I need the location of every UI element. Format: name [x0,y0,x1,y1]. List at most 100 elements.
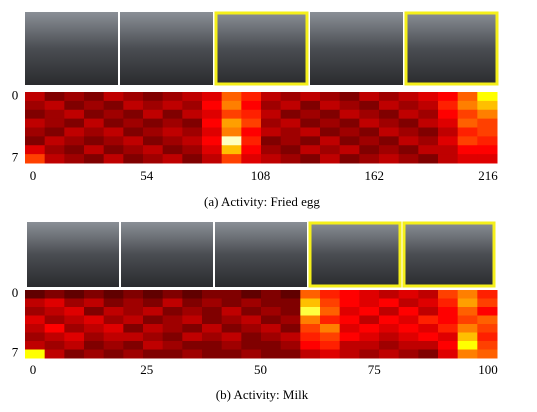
heatmap-cell [64,118,85,128]
heatmap-cell [64,127,85,137]
heatmap-cell [339,341,360,350]
video-frame [25,12,118,85]
y-tick-label: 7 [12,345,19,360]
heatmap-cell [25,315,46,325]
heatmap-cell [64,92,85,102]
heatmap-cell [241,118,262,128]
heatmap-cell [84,100,105,111]
x-tick-label: 54 [140,168,154,183]
heatmap-cell [123,136,144,146]
heatmap-cell [379,92,400,102]
heatmap-cell [221,307,242,316]
heatmap-cell [438,307,459,316]
heatmap-cell [64,332,85,342]
heatmap-cell [457,109,478,120]
heatmap-cell [379,154,400,164]
heatmap-cell [221,127,242,137]
heatmap-cell [280,127,301,137]
heatmap-cell [280,307,301,316]
heatmap-cell [103,298,124,308]
heatmap-cell [320,92,341,102]
heatmap-cell [398,145,419,155]
heatmap-cell [477,154,498,164]
heatmap-cell [300,290,321,299]
heatmap-cell [182,109,203,120]
heatmap-cell [182,315,203,325]
heatmap-cell [359,136,380,146]
heatmap-cell [202,109,223,120]
heatmap-cell [182,332,203,342]
heatmap-cell [202,315,223,325]
x-tick-label: 162 [365,168,385,183]
highlight-box [214,11,309,86]
heatmap-cell [44,341,65,350]
heatmap-cell [241,136,262,146]
heatmap-cell [84,332,105,342]
heatmap-cell [320,118,341,128]
heatmap-cell [261,136,282,146]
heatmap-cell [300,154,321,164]
heatmap-cell [477,315,498,325]
heatmap-cell [261,109,282,120]
heatmap-cell [202,341,223,350]
heatmap-cell [379,100,400,111]
heatmap-cell [84,145,105,155]
heatmap-cell [339,109,360,120]
heatmap-cell [103,100,124,111]
heatmap-cell [418,136,439,146]
heatmap-cell [300,118,321,128]
heatmap-cell [44,109,65,120]
heatmap-cell [25,341,46,350]
y-tick-label: 0 [12,285,19,300]
heatmap-cell [438,315,459,325]
heatmap-cell [438,100,459,111]
heatmap-cell [241,100,262,111]
heatmap-cell [241,315,262,325]
x-tick-label: 50 [254,362,267,377]
heatmap-cell [123,118,144,128]
heatmap-cell [398,332,419,342]
x-tick-label: 0 [30,168,37,183]
heatmap-cell [339,118,360,128]
heatmap-cell [339,92,360,102]
heatmap-cell [438,109,459,120]
heatmap-cell [162,332,183,342]
heatmap-cell [300,349,321,359]
heatmap-cell [280,341,301,350]
heatmap-cell [398,324,419,333]
heatmap-cell [359,100,380,111]
heatmap-cell [241,349,262,359]
heatmap-cell [261,349,282,359]
heatmap-cell [123,154,144,164]
heatmap-cell [457,315,478,325]
heatmap-cell [477,100,498,111]
heatmap-cell [477,341,498,350]
heatmap-cell [241,307,262,316]
video-frame [405,12,498,85]
heatmap-cell [379,341,400,350]
heatmap-cell [84,315,105,325]
heatmap-cell [143,307,164,316]
heatmap-cell [44,154,65,164]
video-frame [121,222,213,287]
heatmap-cell [398,349,419,359]
heatmap-cell [359,315,380,325]
heatmap-cell [418,118,439,128]
heatmap-cell [418,349,439,359]
heatmap-cell [143,332,164,342]
heatmap-cell [64,109,85,120]
heatmap-cell [143,136,164,146]
heatmap-cell [320,290,341,299]
heatmap-cell [221,100,242,111]
heatmap-cell [25,332,46,342]
heatmap-cell [398,341,419,350]
heatmap-cell [418,109,439,120]
heatmap-cell [261,298,282,308]
heatmap-cell [84,92,105,102]
heatmap-cell [202,127,223,137]
heatmap-cell [25,92,46,102]
heatmap-cell [162,341,183,350]
heatmap-cell [123,100,144,111]
heatmap-cell [44,349,65,359]
heatmap-cell [261,341,282,350]
